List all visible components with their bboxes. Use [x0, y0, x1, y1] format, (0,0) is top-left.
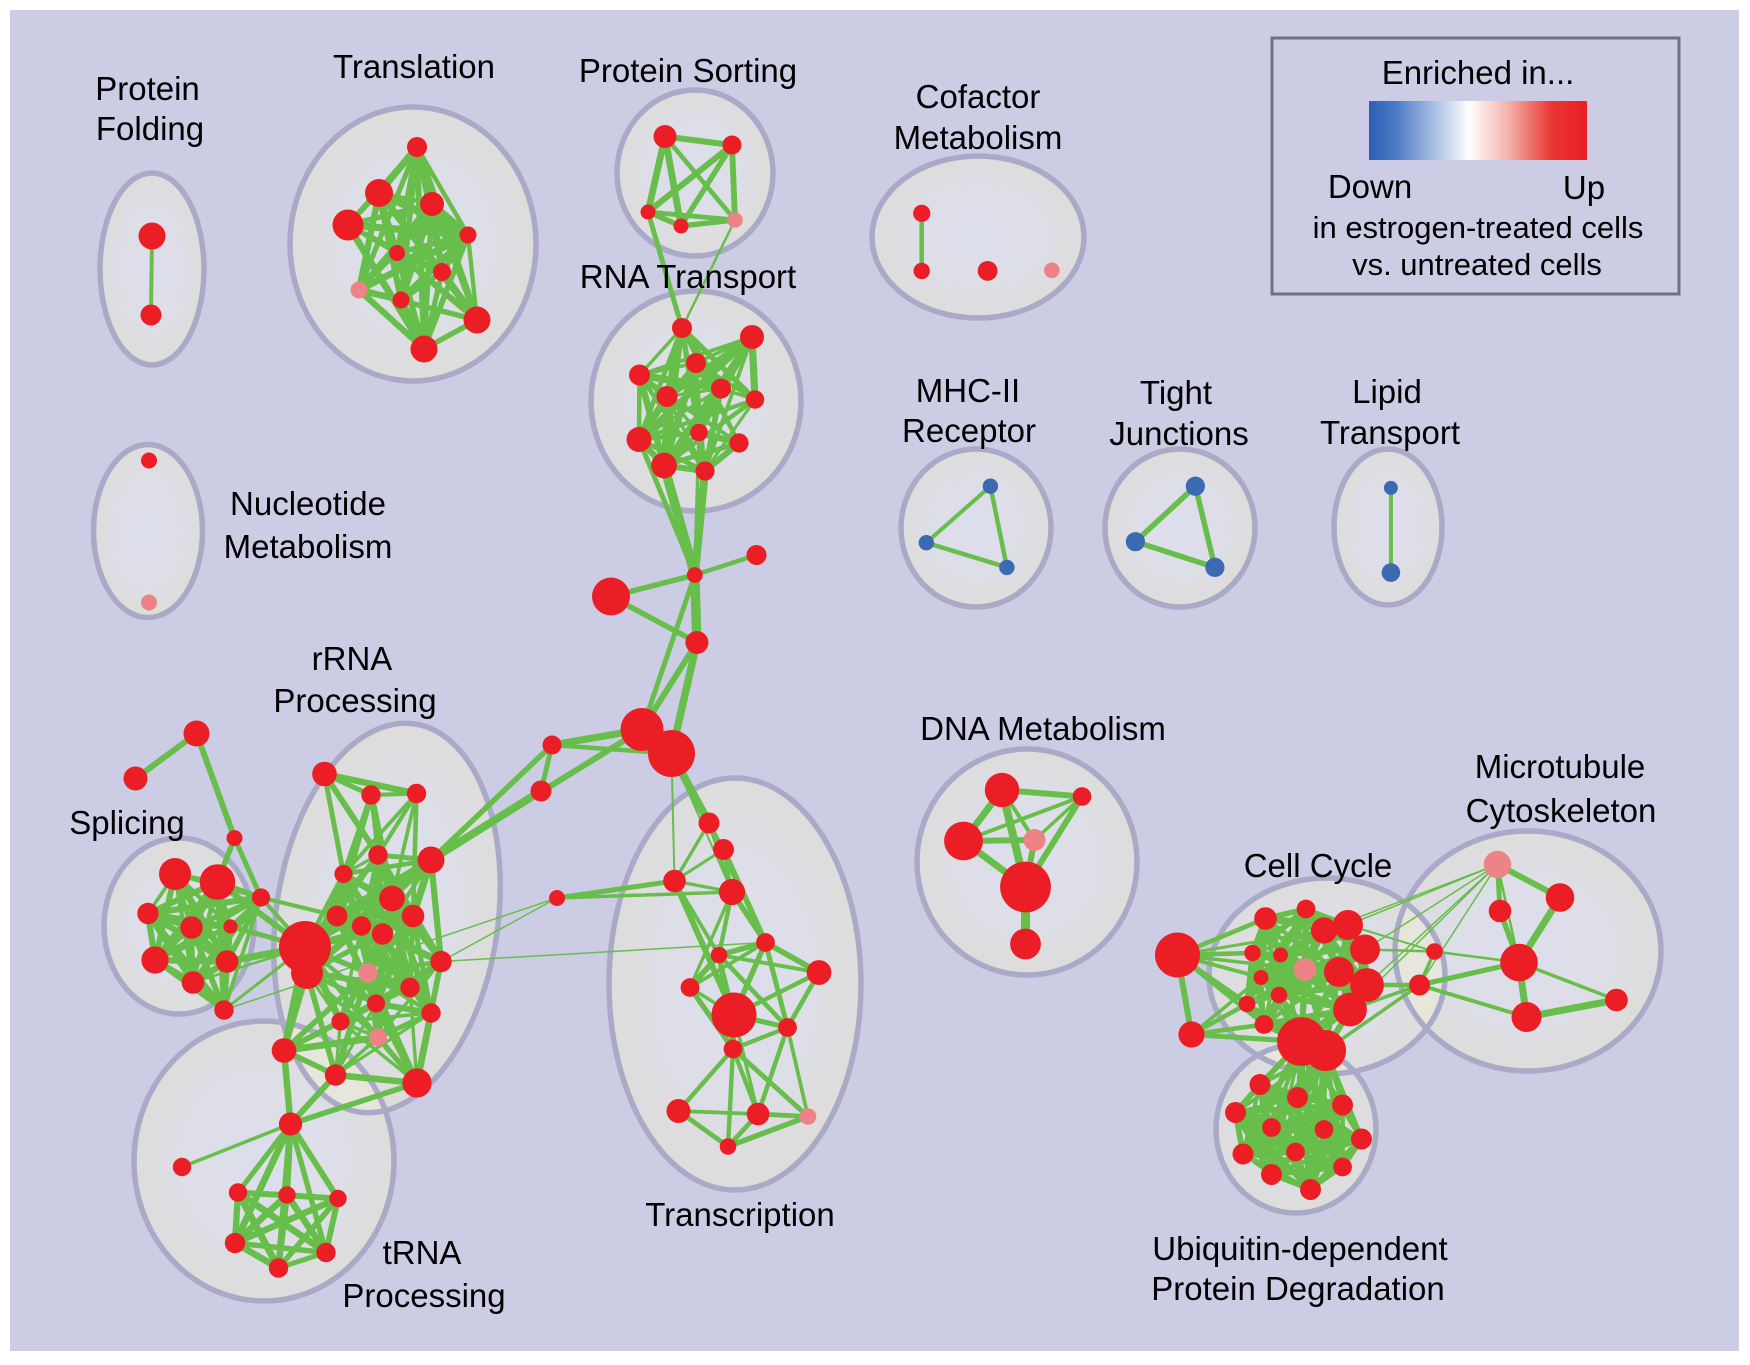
svg-text:Protein Sorting: Protein Sorting [579, 52, 797, 89]
svg-text:Down: Down [1328, 168, 1412, 205]
svg-text:vs. untreated cells: vs. untreated cells [1352, 247, 1602, 282]
svg-text:Transport: Transport [1320, 414, 1460, 451]
svg-text:in estrogen-treated cells: in estrogen-treated cells [1313, 210, 1644, 245]
svg-text:Metabolism: Metabolism [224, 528, 393, 565]
svg-text:Lipid: Lipid [1352, 373, 1422, 410]
svg-text:Enriched in...: Enriched in... [1382, 54, 1575, 91]
svg-text:Folding: Folding [96, 110, 204, 147]
svg-text:Processing: Processing [273, 682, 436, 719]
svg-text:Splicing: Splicing [69, 804, 185, 841]
svg-text:Junctions: Junctions [1109, 415, 1248, 452]
svg-text:Microtubule: Microtubule [1475, 748, 1646, 785]
svg-text:Translation: Translation [333, 48, 495, 85]
svg-text:Cofactor: Cofactor [916, 78, 1041, 115]
svg-text:Cell Cycle: Cell Cycle [1244, 847, 1393, 884]
svg-text:Up: Up [1563, 169, 1605, 206]
svg-text:MHC-II: MHC-II [916, 372, 1020, 409]
svg-text:Metabolism: Metabolism [894, 119, 1063, 156]
svg-text:Ubiquitin-dependent: Ubiquitin-dependent [1152, 1230, 1447, 1267]
svg-text:tRNA: tRNA [383, 1234, 462, 1271]
svg-text:RNA Transport: RNA Transport [580, 258, 796, 295]
svg-text:rRNA: rRNA [312, 640, 393, 677]
svg-text:Nucleotide: Nucleotide [230, 485, 386, 522]
svg-text:Processing: Processing [342, 1277, 505, 1314]
svg-text:Receptor: Receptor [902, 412, 1036, 449]
svg-text:Protein: Protein [95, 70, 200, 107]
svg-text:Transcription: Transcription [645, 1196, 835, 1233]
svg-text:Cytoskeleton: Cytoskeleton [1466, 792, 1657, 829]
svg-text:Tight: Tight [1140, 374, 1212, 411]
svg-text:Protein Degradation: Protein Degradation [1151, 1270, 1445, 1307]
svg-text:DNA Metabolism: DNA Metabolism [920, 710, 1166, 747]
